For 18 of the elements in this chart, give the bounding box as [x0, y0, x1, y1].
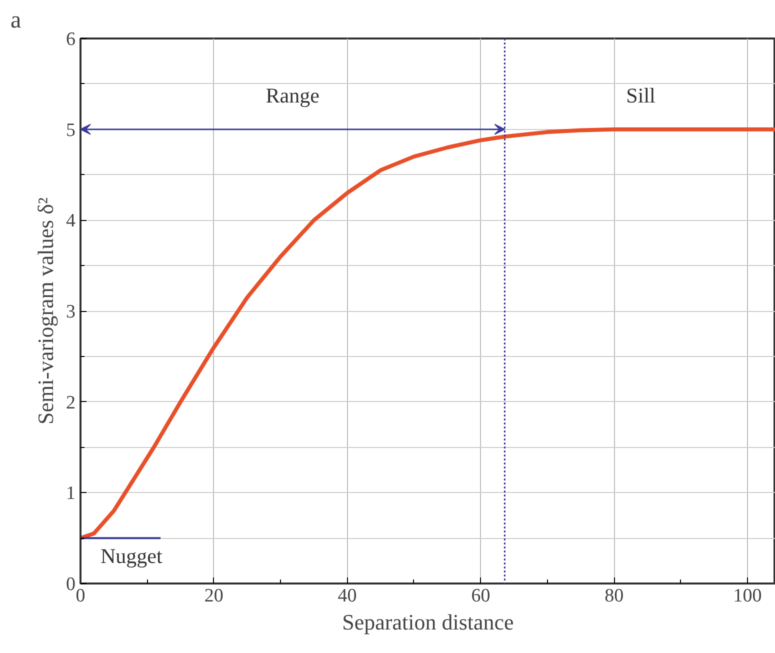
x-tick-label: 80: [604, 586, 624, 606]
line-series: [80, 127, 775, 540]
y-tick-label: 4: [66, 210, 76, 232]
y-tick-label: 6: [66, 29, 76, 50]
x-tick-label: 100: [733, 586, 762, 606]
annotation: Sill: [626, 83, 656, 108]
x-tick-label: 20: [204, 586, 224, 606]
y-tick-label: 2: [66, 392, 76, 414]
y-tick-label: 3: [66, 302, 76, 322]
annotation: Range: [266, 83, 320, 108]
y-tick-label: 5: [66, 120, 76, 141]
x-axis-title: Separation distance: [342, 610, 514, 634]
x-tick-label: 40: [338, 586, 357, 606]
x-tick-label: 60: [471, 586, 490, 606]
annotation: Nugget: [100, 544, 162, 568]
chart-title: a: [10, 8, 22, 34]
y-tick-label: 1: [66, 483, 76, 504]
y-axis-title: Semi-variogram values δ²: [33, 197, 58, 425]
